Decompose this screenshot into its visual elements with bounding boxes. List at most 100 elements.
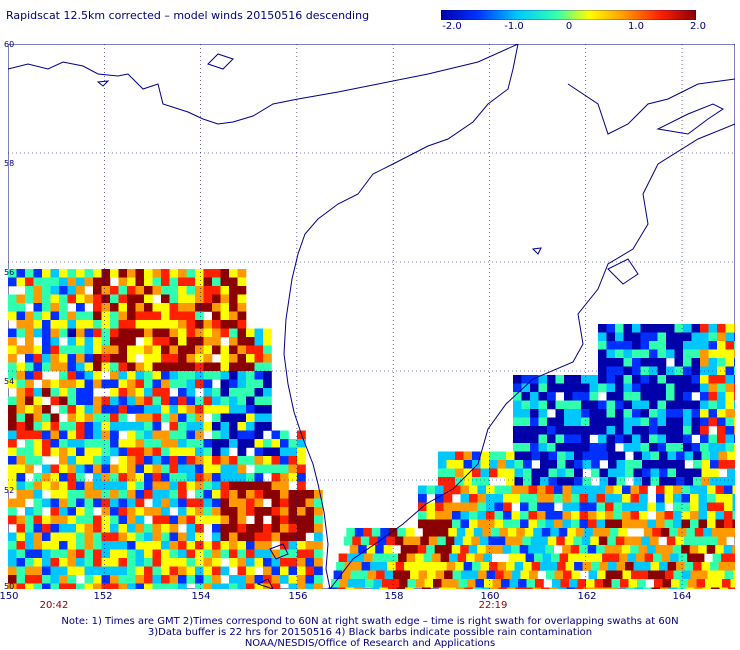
wind-diff-cell — [401, 570, 411, 580]
wind-diff-cell — [101, 320, 111, 329]
wind-diff-cell — [144, 558, 153, 567]
wind-diff-cell — [446, 468, 456, 478]
wind-diff-cell — [530, 375, 539, 384]
wind-diff-cell — [314, 490, 323, 499]
wind-diff-cell — [169, 439, 179, 448]
wind-diff-cell — [161, 498, 170, 508]
wind-diff-cell — [433, 579, 442, 588]
wind-diff-cell — [135, 277, 145, 287]
wind-diff-cell — [605, 511, 614, 520]
wind-diff-cell — [16, 473, 26, 482]
wind-diff-cell — [690, 485, 699, 495]
wind-diff-cell — [338, 553, 348, 563]
wind-diff-cell — [598, 417, 607, 427]
wind-diff-cell — [229, 354, 238, 363]
wind-diff-cell — [567, 528, 577, 537]
wind-diff-cell — [536, 545, 546, 554]
wind-diff-cell — [565, 468, 575, 478]
wind-diff-cell — [59, 549, 68, 559]
wind-diff-cell — [161, 507, 170, 516]
wind-diff-cell — [676, 468, 685, 478]
wind-diff-cell — [640, 341, 650, 350]
wind-diff-cell — [647, 545, 656, 554]
wind-diff-cell — [494, 511, 504, 520]
wind-diff-cell — [229, 532, 238, 542]
wind-diff-cell — [707, 502, 716, 512]
wind-diff-cell — [186, 345, 196, 355]
wind-diff-cell — [564, 392, 573, 401]
wind-diff-cell — [50, 447, 60, 457]
wind-diff-cell — [254, 541, 264, 550]
wind-diff-cell — [700, 332, 709, 342]
wind-diff-cell — [623, 443, 633, 452]
wind-diff-cell — [220, 439, 230, 448]
wind-diff-cell — [246, 439, 255, 448]
wind-diff-cell — [76, 311, 85, 321]
wind-diff-cell — [701, 477, 711, 486]
wind-diff-cell — [169, 422, 179, 431]
pass-time-left: 20:42 — [39, 600, 69, 611]
wind-diff-cell — [271, 464, 281, 474]
wind-diff-cell — [42, 464, 51, 474]
wind-diff-cell — [342, 570, 351, 580]
wind-diff-cell — [263, 388, 272, 397]
wind-diff-cell — [8, 294, 17, 304]
wind-diff-cell — [220, 498, 230, 508]
wind-diff-cell — [33, 447, 43, 457]
wind-diff-cell — [615, 426, 624, 435]
wind-diff-cell — [684, 562, 694, 571]
wind-diff-cell — [203, 422, 213, 431]
wind-diff-cell — [220, 473, 230, 482]
wind-diff-cell — [581, 443, 590, 452]
wind-diff-cell — [576, 553, 586, 563]
wind-diff-cell — [8, 498, 17, 508]
wind-diff-cell — [178, 379, 187, 389]
wind-diff-cell — [734, 383, 735, 393]
wind-diff-cell — [110, 328, 119, 338]
wind-diff-cell — [152, 583, 162, 589]
wind-diff-cell — [178, 388, 187, 397]
wind-diff-cell — [76, 558, 85, 567]
wind-diff-cell — [203, 396, 213, 406]
wind-diff-cell — [237, 320, 247, 329]
wind-diff-cell — [572, 400, 582, 410]
wind-diff-cell — [152, 362, 162, 372]
wind-diff-cell — [655, 545, 665, 554]
wind-diff-cell — [144, 371, 153, 380]
wind-diff-cell — [701, 562, 711, 571]
wind-diff-cell — [432, 553, 441, 563]
wind-diff-cell — [674, 341, 684, 350]
wind-diff-cell — [237, 371, 247, 380]
wind-diff-cell — [455, 587, 465, 589]
wind-diff-cell — [195, 328, 204, 338]
wind-diff-cell — [203, 320, 213, 329]
wind-diff-cell — [467, 579, 476, 588]
wind-diff-cell — [700, 443, 709, 452]
wind-diff-cell — [76, 269, 85, 278]
wind-diff-cell — [671, 579, 680, 588]
wind-diff-cell — [734, 409, 735, 418]
wind-diff-cell — [331, 579, 340, 588]
wind-diff-cell — [734, 417, 735, 427]
wind-diff-cell — [376, 570, 385, 580]
wind-diff-cell — [522, 536, 532, 546]
wind-diff-cell — [76, 396, 85, 406]
wind-diff-cell — [608, 562, 617, 571]
wind-diff-cell — [237, 439, 247, 448]
wind-diff-cell — [220, 430, 230, 440]
wind-diff-cell — [59, 345, 68, 355]
wind-diff-cell — [101, 269, 111, 278]
wind-diff-cell — [594, 579, 604, 588]
wind-diff-cell — [540, 468, 549, 478]
wind-diff-cell — [288, 498, 298, 508]
wind-diff-cell — [399, 579, 408, 588]
wind-diff-cell — [437, 536, 447, 546]
wind-diff-cell — [452, 511, 461, 520]
wind-diff-cell — [101, 583, 111, 589]
wind-diff-cell — [178, 413, 187, 423]
wind-diff-cell — [42, 439, 51, 448]
wind-diff-cell — [494, 494, 504, 503]
wind-diff-cell — [76, 498, 85, 508]
wind-diff-cell — [615, 332, 624, 342]
wind-diff-cell — [237, 515, 247, 525]
